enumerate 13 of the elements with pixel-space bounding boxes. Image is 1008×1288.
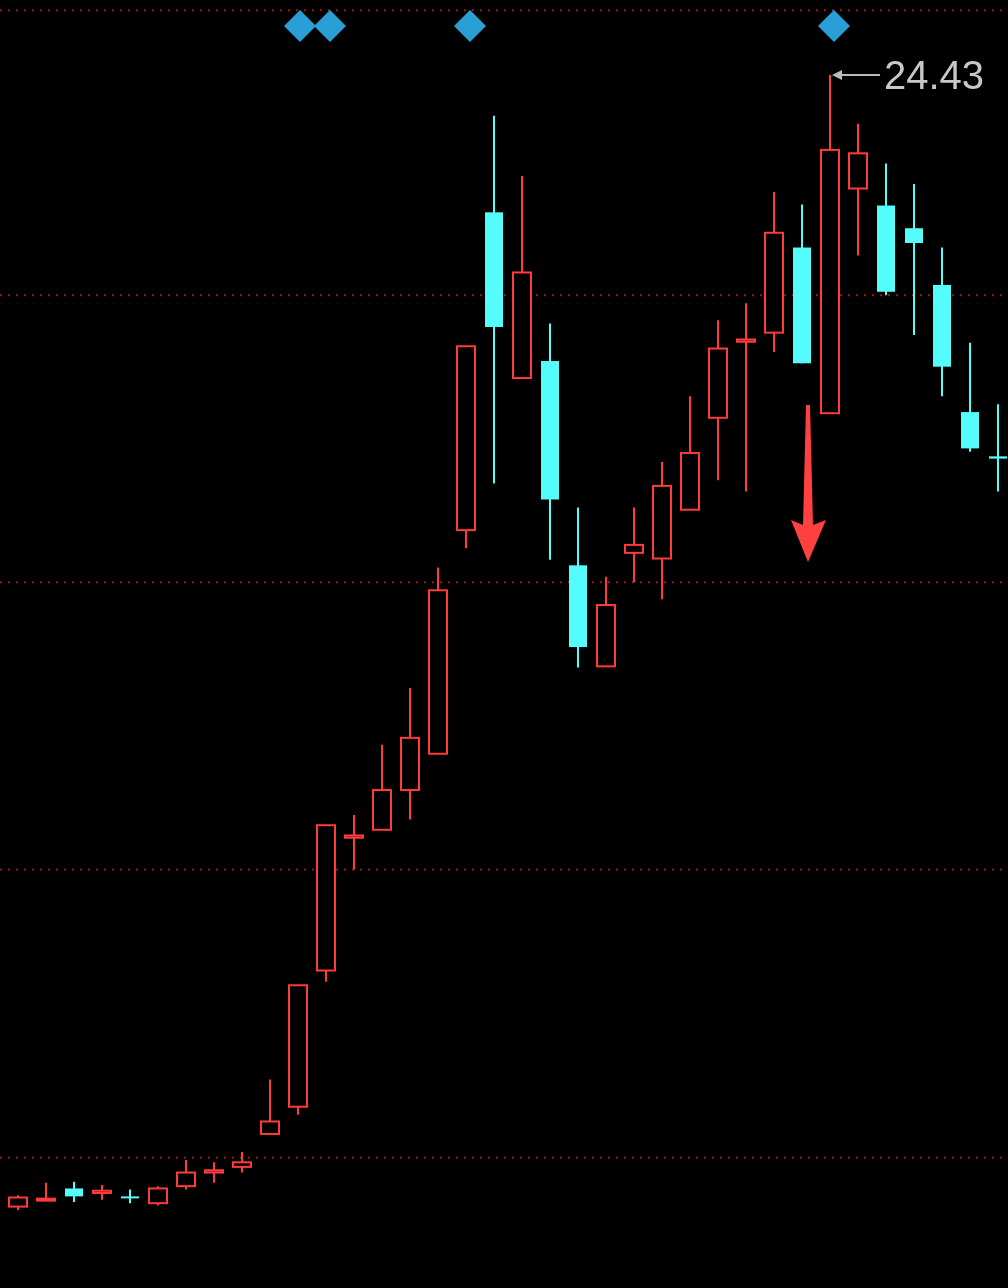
candlestick [260,1078,280,1135]
candlestick [736,302,756,493]
candlestick [148,1185,168,1207]
candlestick [36,1181,56,1202]
candlestick [204,1161,224,1184]
candlestick [232,1151,252,1174]
candlestick [65,1180,83,1204]
annotation: 24.43 [884,53,985,97]
candlestick [344,814,364,871]
candlestick [176,1159,196,1191]
candlestick [989,403,1007,493]
candlestick [624,506,644,584]
candlestick [905,182,923,336]
